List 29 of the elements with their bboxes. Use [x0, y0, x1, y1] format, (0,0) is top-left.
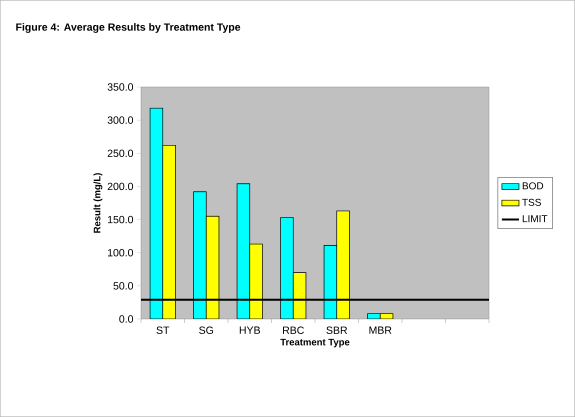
bar — [280, 217, 294, 319]
y-axis-title: Result (mg/L) — [93, 173, 102, 233]
bar — [162, 144, 176, 319]
y-tick-label: 250.0 — [108, 150, 134, 157]
y-tick-label: 200.0 — [108, 182, 134, 190]
y-tick-label: 0.0 — [119, 315, 134, 323]
bar — [236, 183, 250, 319]
bar — [150, 108, 164, 319]
x-axis-title: Treatment Type — [280, 338, 350, 348]
y-tick-label: 150.0 — [108, 216, 134, 224]
chart-title: Figure 4: Average Results by Treatment Type — [16, 23, 240, 33]
bar — [193, 191, 207, 319]
y-tick-label: 300.0 — [108, 116, 134, 124]
x-tick-label: MBR — [369, 326, 392, 334]
legend-label: LIMIT — [522, 215, 548, 222]
bar — [324, 245, 338, 319]
y-tick-label: 350.0 — [108, 83, 134, 91]
bar — [206, 216, 220, 319]
y-tick-label: 50.0 — [113, 282, 134, 290]
y-tick-label: 100.0 — [108, 248, 134, 256]
bar — [249, 244, 263, 319]
x-tick-label: ST — [156, 326, 170, 334]
x-tick-label: SG — [199, 326, 214, 334]
legend-label: TSS — [522, 198, 541, 206]
legend-label: BOD — [522, 182, 544, 190]
x-tick-label: RBC — [283, 326, 304, 334]
x-tick-label: HYB — [240, 326, 260, 334]
bar — [336, 210, 350, 319]
x-tick-label: SBR — [326, 326, 348, 334]
